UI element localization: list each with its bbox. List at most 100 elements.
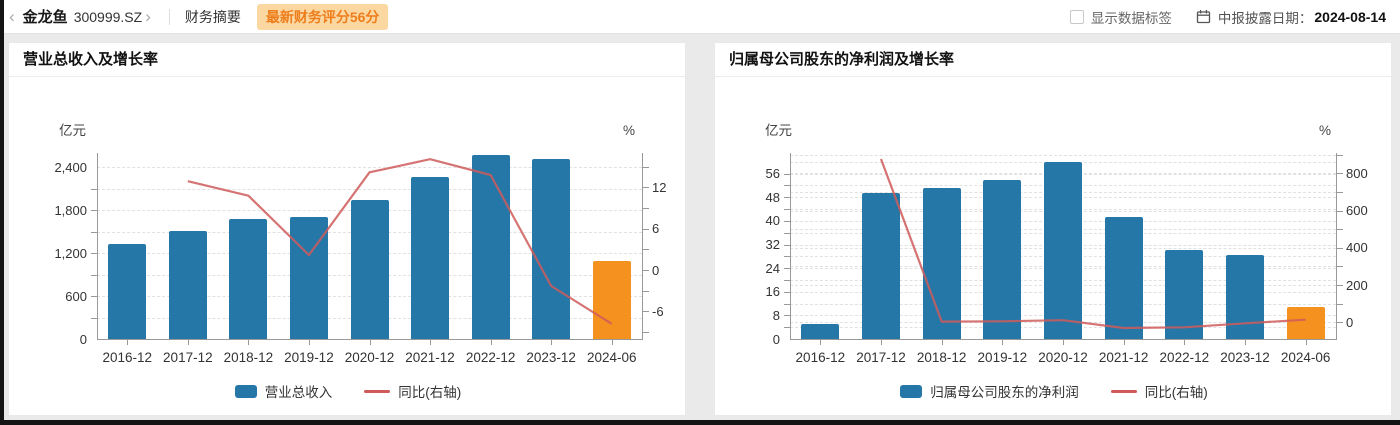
left-axis-tick [784, 220, 790, 222]
x-axis-tick-label: 2023-12 [1220, 350, 1270, 365]
bar-2024-06[interactable] [592, 260, 631, 339]
legend-line-swatch [1110, 389, 1137, 393]
legend-item[interactable]: 归属母公司股东的净利润 [900, 381, 1079, 401]
x-axis-tick [881, 340, 882, 345]
revenue-chart-plot: 0 600 1,200 1,800 2,400 -6 0 6 12 2016-12 2017-12 2… [9, 43, 687, 417]
bar-2023-12[interactable] [1226, 254, 1264, 339]
x-axis-tick [820, 340, 822, 345]
right-axis-tick [1337, 247, 1343, 249]
x-axis-tick [308, 340, 310, 345]
x-axis-tick-label: 2019-12 [977, 350, 1028, 365]
financial-score-badge[interactable]: 最新财务评分56分 [256, 3, 389, 30]
bar-2021-12[interactable] [411, 177, 450, 339]
x-axis-line [97, 339, 643, 340]
x-axis-tick-label: 2016-12 [795, 350, 846, 365]
left-axis-tick-label: 600 [65, 288, 87, 304]
forward-chevron-icon[interactable]: › [145, 7, 151, 26]
bar-2022-12[interactable] [1165, 250, 1204, 339]
right-axis-tick-label: 400 [1346, 240, 1368, 256]
bar-2018-12[interactable] [922, 187, 961, 339]
left-axis-tick [91, 231, 97, 233]
legend-item[interactable]: 同比(右轴) [1110, 381, 1208, 401]
left-axis-tick-label: 56 [765, 166, 780, 182]
left-axis-tick-label: 48 [765, 189, 780, 205]
tab-financial-summary[interactable]: 财务摘要 [184, 8, 241, 25]
x-axis-tick [551, 340, 553, 345]
right-axis-tick-label: 0 [652, 262, 660, 278]
right-axis-tick [1337, 192, 1343, 194]
report-date-label: 中报披露日期： [1217, 10, 1313, 26]
left-axis-tick [784, 327, 790, 329]
legend-item[interactable]: 营业总收入 [234, 381, 332, 401]
x-axis-tick [611, 340, 613, 345]
show-data-labels-checkbox[interactable] [1069, 9, 1084, 24]
right-axis-tick [643, 208, 649, 210]
x-axis-tick [1305, 340, 1307, 345]
right-axis-unit-label: % [1319, 123, 1332, 138]
legend-bar-swatch [234, 384, 257, 398]
right-axis-tick [1337, 322, 1343, 324]
left-axis-tick [784, 244, 790, 246]
right-axis-tick-label: 200 [1346, 277, 1368, 293]
x-axis-tick-label: 2020-12 [344, 350, 395, 365]
legend-item[interactable]: 同比(右轴) [364, 381, 461, 401]
x-axis-tick-label: 2024-06 [586, 350, 637, 365]
right-axis-tick-label: 800 [1346, 165, 1368, 181]
right-axis-tick [643, 270, 649, 272]
legend-label: 同比(右轴) [398, 385, 462, 400]
left-axis-tick [784, 173, 790, 175]
x-axis-tick [248, 340, 250, 345]
stock-code: 300999.SZ [73, 8, 143, 25]
x-axis-tick [490, 340, 492, 345]
left-axis-tick [784, 209, 790, 211]
x-axis-tick [941, 340, 943, 345]
x-axis-tick-label: 2017-12 [856, 350, 906, 365]
x-axis-tick [430, 340, 432, 345]
x-axis-tick-label: 2021-12 [1098, 350, 1149, 365]
back-chevron-icon[interactable]: ‹ [9, 7, 15, 26]
net-profit-chart-card: 归属母公司股东的净利润及增长率 亿元 % 0 8 16 24 32 40 48 56 0 200 4… [714, 42, 1392, 416]
left-axis-tick [91, 253, 97, 255]
left-axis-tick [784, 303, 790, 305]
right-axis-tick [1337, 303, 1343, 305]
bar-2016-12[interactable] [801, 323, 840, 339]
x-axis-tick [1184, 340, 1186, 345]
x-axis-tick-label: 2017-12 [163, 350, 213, 365]
x-axis-tick-label: 2023-12 [526, 350, 576, 365]
left-axis-tick [784, 279, 790, 281]
bar-2022-12[interactable] [471, 154, 510, 339]
x-axis-tick-label: 2020-12 [1038, 350, 1088, 365]
bar-2020-12[interactable] [350, 199, 389, 339]
bar-2016-12[interactable] [108, 243, 147, 339]
x-axis-tick [127, 340, 129, 345]
right-axis-tick [643, 290, 649, 292]
left-axis-tick [91, 274, 97, 276]
header-divider [168, 8, 170, 25]
bar-2019-12[interactable] [289, 216, 328, 339]
screen-bottom-edge [0, 420, 1400, 425]
right-axis-tick [643, 311, 649, 313]
right-axis-tick [1337, 229, 1343, 231]
bar-2017-12[interactable] [168, 231, 207, 339]
x-axis-tick [1063, 340, 1064, 345]
x-axis-tick-label: 2021-12 [405, 350, 455, 365]
bar-2019-12[interactable] [983, 179, 1022, 339]
left-axis-tick [91, 188, 97, 190]
bar-2018-12[interactable] [229, 219, 268, 339]
grid-line [790, 154, 1336, 156]
left-axis-tick [784, 197, 790, 199]
x-axis-tick-label: 2018-12 [916, 350, 967, 365]
left-axis-tick [91, 296, 97, 298]
legend-label: 同比(右轴) [1144, 385, 1208, 400]
bar-2020-12[interactable] [1044, 161, 1082, 339]
x-axis-tick [1245, 340, 1246, 345]
bar-2024-06[interactable] [1286, 306, 1325, 339]
x-axis-tick [1002, 340, 1004, 345]
bar-2023-12[interactable] [532, 159, 571, 339]
bar-2017-12[interactable] [862, 192, 900, 339]
bar-2021-12[interactable] [1104, 217, 1143, 339]
right-axis-tick-label: 0 [1346, 314, 1354, 330]
right-axis-unit-label: % [623, 123, 636, 138]
right-axis-tick [1337, 154, 1343, 156]
net-profit-chart-title: 归属母公司股东的净利润及增长率 [715, 43, 1391, 77]
